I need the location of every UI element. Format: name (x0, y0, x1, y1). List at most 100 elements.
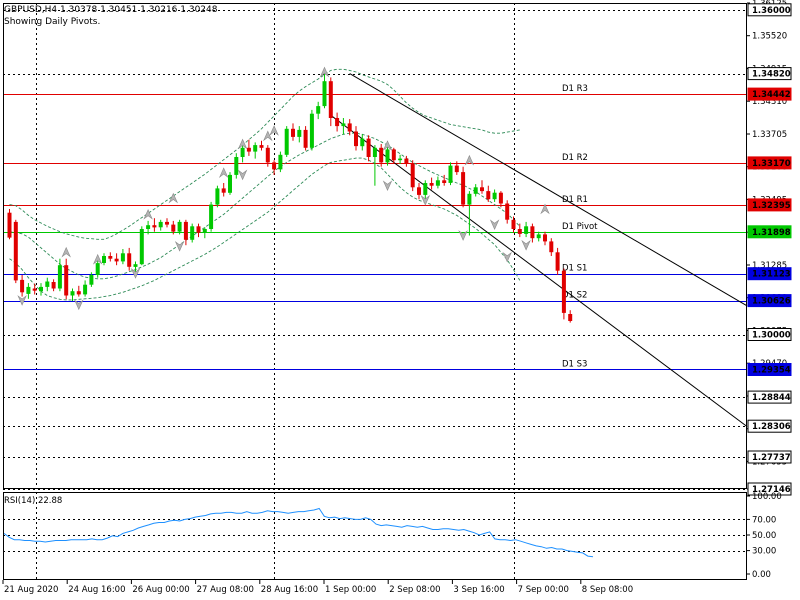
candle-16 (108, 252, 113, 262)
pivot-label-d1-s3: D1 S3 (562, 360, 587, 370)
candle-body (13, 221, 18, 281)
candle-35 (228, 172, 232, 195)
candle-86 (549, 238, 554, 256)
fractal-up-arrow-3 (168, 192, 179, 204)
chart-title: GBPUSD,H4 1.30378 1.30451 1.30216 1.3024… (4, 5, 218, 15)
candle-18 (120, 249, 125, 265)
candle-29 (190, 223, 195, 243)
candle-14 (95, 258, 100, 278)
candle-body (498, 192, 503, 204)
fractal-up-arrow-1 (92, 253, 103, 265)
candle-body (561, 270, 566, 313)
candle-46 (297, 126, 302, 143)
date-label-4: 28 Aug 16:00 (261, 585, 318, 595)
date-label-0: 21 Aug 2020 (4, 585, 58, 595)
price-box-13 (747, 482, 792, 496)
fractal-arrows-layer (17, 66, 550, 311)
candle-body (190, 226, 195, 240)
candle-42 (272, 160, 277, 175)
candle-79 (505, 200, 510, 224)
candle-body (291, 128, 295, 137)
band-upper-line (9, 68, 520, 240)
candle-body (505, 203, 510, 220)
price-box-label-3: 1.33170 (752, 159, 791, 169)
candle-88 (561, 268, 566, 320)
candle-body (555, 252, 560, 271)
candle-body (543, 234, 547, 242)
candle-13 (89, 272, 94, 287)
candle-1 (13, 219, 18, 284)
candle-body (341, 123, 346, 127)
fractal-up-arrow-7 (269, 125, 279, 136)
candle-30 (196, 223, 201, 238)
pivot-label-d1-pivot: D1 Pivot (562, 222, 598, 232)
candle-body (435, 180, 440, 186)
candle-73 (467, 191, 472, 236)
trend-channel-layer (330, 73, 748, 427)
candle-4 (32, 283, 37, 295)
candle-48 (309, 109, 314, 151)
date-label-1: 24 Aug 16:00 (68, 585, 125, 595)
candle-71 (454, 161, 459, 175)
candle-17 (114, 253, 119, 266)
fractal-down-arrow-3 (174, 240, 185, 252)
candle-68 (435, 176, 440, 189)
candle-27 (177, 219, 182, 235)
candle-36 (234, 153, 239, 179)
price-axis-layer: 1.361251.355201.349151.343101.337051.331… (747, 0, 792, 580)
candle-body (354, 131, 358, 147)
candle-81 (517, 223, 522, 238)
candle-body (347, 123, 352, 132)
price-box-label-12: 1.27737 (752, 453, 791, 463)
price-box-8 (747, 328, 792, 341)
price-box-label-10: 1.28844 (752, 393, 791, 403)
fractal-up-arrow-11 (540, 203, 550, 215)
candle-body (309, 113, 314, 148)
candle-0 (7, 209, 12, 240)
candle-body (139, 229, 144, 265)
candle-body (70, 291, 75, 296)
candle-49 (316, 101, 321, 120)
pivot-label-d1-s2: D1 S2 (562, 291, 587, 301)
candle-21 (139, 226, 144, 266)
price-box-label-7: 1.30626 (752, 297, 791, 307)
candle-body (95, 263, 100, 275)
candle-55 (354, 126, 358, 151)
pivot-label-d1-s1: D1 S1 (562, 264, 587, 274)
candle-body (259, 145, 264, 148)
candle-body (372, 147, 377, 157)
price-box-label-2: 1.34442 (752, 90, 791, 100)
candle-2 (20, 275, 25, 297)
candle-body (473, 187, 478, 194)
candle-23 (152, 218, 157, 232)
date-label-8: 7 Sep 00:00 (518, 585, 569, 595)
candle-87 (555, 247, 560, 275)
candle-76 (486, 185, 491, 202)
candle-body (45, 281, 50, 287)
price-box-label-13: 1.27146 (752, 485, 791, 495)
candle-50 (322, 73, 327, 109)
candle-body (26, 286, 31, 294)
candle-body (568, 314, 573, 321)
candle-body (246, 147, 251, 152)
candle-75 (480, 180, 484, 194)
rsi-label: RSI(14) 22.88 (4, 496, 62, 506)
candle-60 (385, 146, 390, 166)
trend-channel-upper (349, 73, 748, 307)
candle-28 (183, 219, 188, 246)
candle-body (253, 145, 258, 152)
candle-body (303, 129, 308, 148)
candle-72 (461, 166, 466, 208)
candle-body (391, 149, 396, 161)
candle-body (511, 219, 516, 229)
date-label-9: 8 Sep 08:00 (582, 585, 633, 595)
fractal-up-arrow-0 (61, 246, 71, 258)
fractal-down-arrow-6 (420, 194, 431, 206)
candle-24 (158, 219, 163, 231)
candle-57 (366, 135, 371, 162)
rsi-layer (3, 507, 747, 558)
candle-body (467, 193, 472, 205)
candle-38 (246, 139, 251, 156)
candle-body (284, 128, 289, 155)
